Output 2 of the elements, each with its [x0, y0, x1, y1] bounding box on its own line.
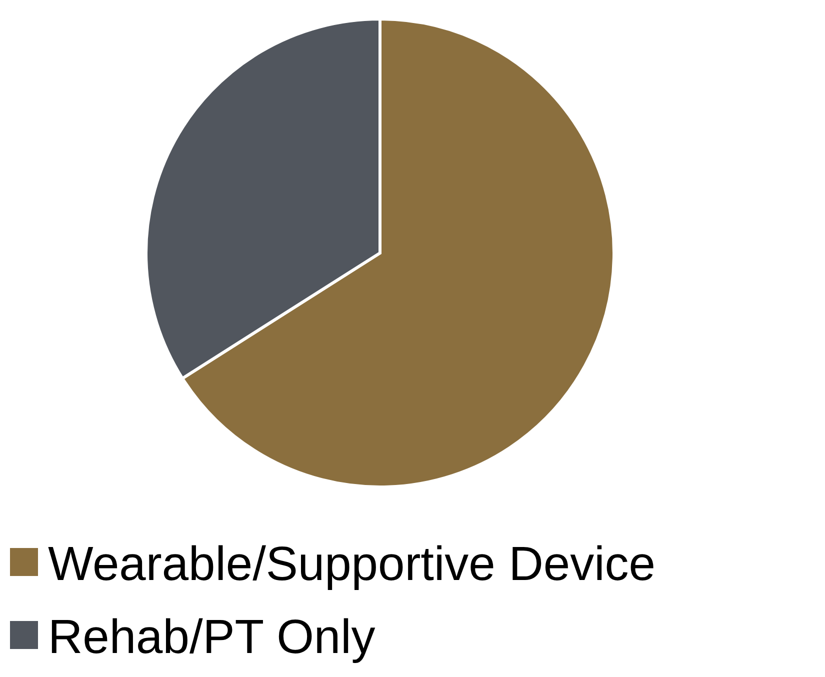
legend-label: Wearable/Supportive Device: [48, 538, 656, 591]
legend-label: Rehab/PT Only: [48, 611, 376, 664]
